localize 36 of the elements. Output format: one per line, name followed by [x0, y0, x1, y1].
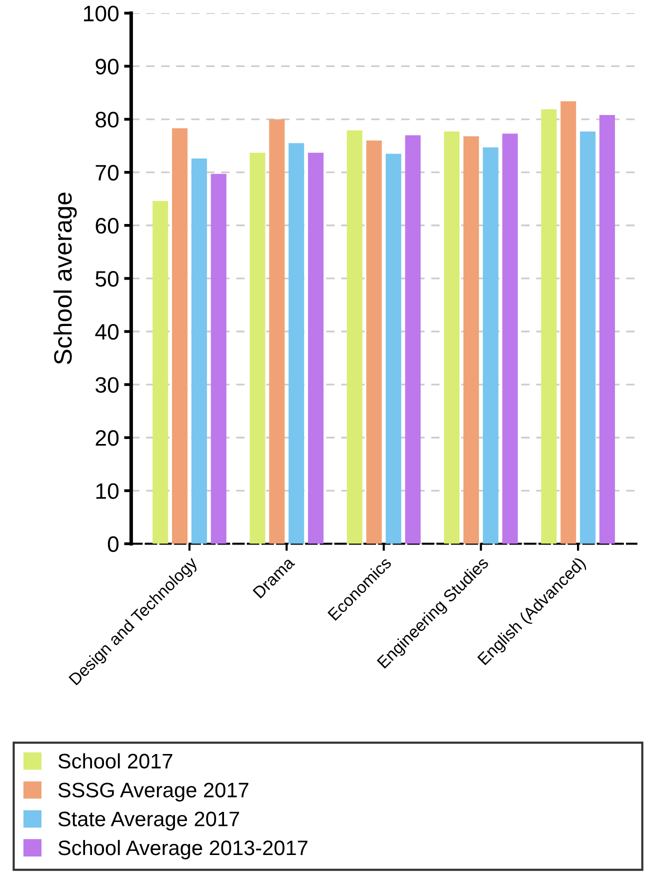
bar — [250, 152, 266, 544]
bar — [152, 200, 168, 544]
y-axis-title: School average — [53, 192, 77, 364]
bar — [288, 143, 304, 544]
bar — [366, 140, 382, 544]
bar — [541, 109, 557, 544]
legend-label: School Average 2013-2017 — [58, 840, 308, 860]
y-tick-label: 80 — [96, 112, 119, 128]
y-tick-label: 90 — [96, 58, 119, 74]
bar — [560, 101, 576, 544]
y-tick-label: 100 — [84, 6, 119, 22]
bar — [463, 136, 479, 544]
y-tick-label: 0 — [108, 536, 119, 552]
bar — [191, 158, 207, 544]
y-tick-label: 60 — [96, 218, 119, 234]
y-tick-label: 50 — [96, 270, 119, 287]
legend-label: SSSG Average 2017 — [58, 782, 248, 802]
bar — [502, 134, 518, 544]
bar — [444, 131, 460, 544]
bar — [405, 135, 421, 544]
y-tick-label: 70 — [96, 164, 119, 181]
y-tick-label: 40 — [95, 324, 119, 340]
legend-label: School 2017 — [58, 753, 172, 769]
bar — [346, 130, 362, 544]
legend-label: State Average 2017 — [58, 812, 240, 830]
y-tick-label: 10 — [96, 483, 119, 499]
bar — [172, 128, 188, 544]
bar — [482, 147, 498, 544]
bar — [269, 119, 285, 544]
bar — [599, 115, 615, 544]
bar — [580, 131, 596, 544]
y-tick-label: 30 — [96, 377, 119, 393]
bar — [308, 152, 324, 544]
bar — [210, 174, 226, 544]
y-tick-label: 20 — [96, 430, 119, 446]
bar — [386, 154, 402, 544]
